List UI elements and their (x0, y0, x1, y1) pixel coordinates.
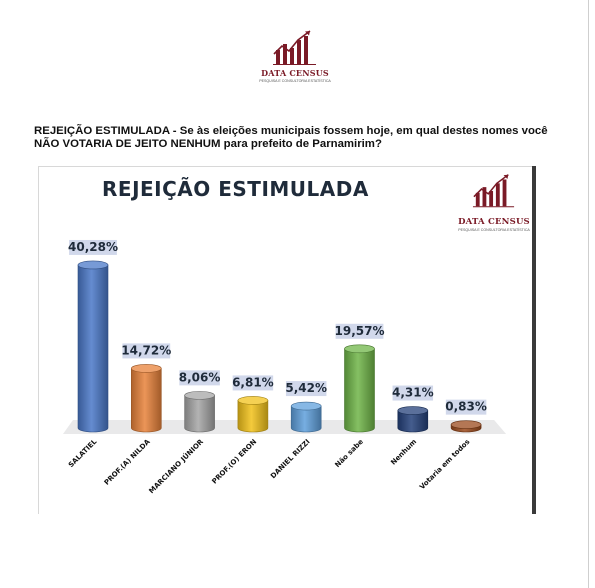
data-label-7: 4,31% (392, 386, 434, 400)
bar-body (131, 368, 162, 433)
chart-growth-icon (273, 30, 316, 65)
chart-border-left (38, 166, 39, 514)
data-label-8: 0,83% (445, 400, 487, 414)
bar-body (397, 410, 429, 433)
data-label-4: 6,81% (232, 375, 274, 389)
bar-top (77, 260, 109, 270)
chart-growth-icon (472, 174, 515, 208)
category-label-8: Votaria em todos (418, 438, 471, 491)
data-label-box-2 (122, 343, 171, 359)
chart-panel (38, 166, 538, 513)
bar-top (237, 396, 269, 405)
bar-8 (450, 420, 482, 433)
bar-top (397, 406, 429, 415)
logo-name: DATA CENSUS (261, 68, 329, 78)
chart-border-top (38, 166, 536, 167)
bar-top (290, 401, 322, 411)
page-edge-rule (588, 0, 589, 588)
bar-top (450, 420, 482, 429)
category-label-1: SALATIEL (67, 437, 99, 469)
bar-body (77, 264, 109, 433)
data-label-5: 5,42% (285, 381, 327, 395)
logo-tagline: PESQUISA E CONSULTORIA ESTATÍSTICA (259, 79, 331, 83)
logo-name: DATA CENSUS (458, 217, 530, 227)
data-label-3: 8,06% (179, 370, 221, 384)
bar-6 (344, 344, 375, 433)
data-label-box-7 (392, 385, 434, 401)
category-label-7: Nenhum (389, 438, 418, 467)
data-label-box-1 (69, 239, 117, 255)
bar-body (184, 395, 215, 433)
bar-4 (237, 396, 269, 433)
category-label-5: DANIEL RIZZI (269, 438, 312, 481)
chart-title: REJEIÇÃO ESTIMULADA (102, 177, 369, 201)
chart-floor (63, 420, 507, 434)
bar-body (290, 405, 322, 433)
data-label-2: 14,72% (121, 343, 171, 357)
category-label-6: Não sabe (333, 438, 365, 470)
chart-border-right (532, 166, 536, 514)
data-label-box-5 (285, 381, 327, 397)
bar-5 (290, 401, 322, 433)
bar-top (184, 391, 215, 400)
bar-1 (77, 260, 109, 433)
bar-3 (184, 391, 215, 433)
category-label-2: PROF.(A) NILDA (103, 437, 152, 486)
bar-top (131, 364, 162, 373)
bar-top (344, 344, 375, 354)
data-label-box-4 (232, 375, 274, 391)
bar-7 (397, 406, 429, 433)
bar-2 (131, 364, 162, 433)
data-label-6: 19,57% (335, 324, 385, 338)
data-label-box-3 (179, 370, 220, 386)
data-census-logo-chart: DATA CENSUS PESQUISA E CONSULTORIA ESTAT… (454, 170, 534, 240)
question-text: REJEIÇÃO ESTIMULADA - Se às eleições mun… (34, 125, 548, 150)
logo-tagline: PESQUISA E CONSULTORIA ESTATÍSTICA (458, 228, 530, 232)
data-label-1: 40,28% (68, 240, 118, 254)
bar-body (237, 400, 269, 433)
data-label-box-8 (445, 399, 487, 415)
category-label-3: MARCIANO JÚNIOR (147, 437, 206, 496)
data-label-box-6 (335, 323, 384, 339)
bar-body (344, 348, 375, 433)
category-label-4: PROF.(O) ERON (210, 438, 258, 486)
data-census-logo: DATA CENSUS PESQUISA E CONSULTORIA ESTAT… (255, 28, 335, 90)
